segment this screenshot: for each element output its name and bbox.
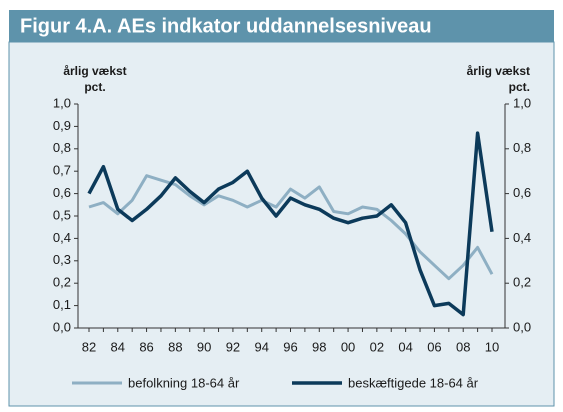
y-tick-label: 1,0	[53, 95, 71, 110]
x-tick-label: 92	[226, 339, 240, 354]
y-tick-label: 0,4	[53, 230, 71, 245]
y-tick-label: 0,1	[53, 297, 71, 312]
y-tick-label: 0,8	[53, 140, 71, 155]
chart-panel	[8, 41, 555, 407]
y2-tick-label: 1,0	[513, 95, 531, 110]
y-axis-label: pct.	[84, 80, 105, 94]
x-tick-label: 88	[168, 339, 182, 354]
x-tick-label: 94	[254, 339, 268, 354]
x-tick-label: 10	[485, 339, 499, 354]
y2-tick-label: 0,4	[513, 230, 531, 245]
x-tick-label: 84	[111, 339, 125, 354]
series-line	[87, 131, 494, 317]
y-axis-label: årlig vækst	[63, 64, 126, 78]
legend-label: befolkning 18-64 år	[128, 375, 240, 390]
x-tick-label: 06	[427, 339, 441, 354]
x-tick-label: 82	[82, 339, 96, 354]
title-bar	[9, 10, 554, 42]
y-tick-label: 0,0	[53, 319, 71, 334]
y2-tick-label: 0,0	[513, 319, 531, 334]
x-tick-label: 96	[283, 339, 297, 354]
y2-axis-label: årlig vækst	[467, 64, 530, 78]
x-tick-label: 86	[139, 339, 153, 354]
y-tick-label: 0,5	[53, 207, 71, 222]
y-tick-label: 0,6	[53, 185, 71, 200]
series-line	[88, 174, 494, 281]
x-tick-label: 04	[398, 339, 412, 354]
x-tick-label: 98	[312, 339, 326, 354]
x-tick-label: 08	[456, 339, 470, 354]
x-tick-label: 02	[370, 339, 384, 354]
y2-tick-label: 0,6	[513, 185, 531, 200]
x-tick-label: 90	[197, 339, 211, 354]
y2-tick-label: 0,2	[513, 275, 531, 290]
x-tick-label: 00	[341, 339, 355, 354]
y2-axis-label: pct.	[509, 80, 530, 94]
y-tick-label: 0,7	[53, 163, 71, 178]
y2-tick-label: 0,8	[513, 140, 531, 155]
y-tick-label: 0,2	[53, 275, 71, 290]
legend-label: beskæftigede 18-64 år	[348, 375, 479, 390]
y-tick-label: 0,3	[53, 252, 71, 267]
y-tick-label: 0,9	[53, 118, 71, 133]
chart-title: Figur 4.A. AEs indkator uddannelsesnivea…	[20, 15, 432, 37]
